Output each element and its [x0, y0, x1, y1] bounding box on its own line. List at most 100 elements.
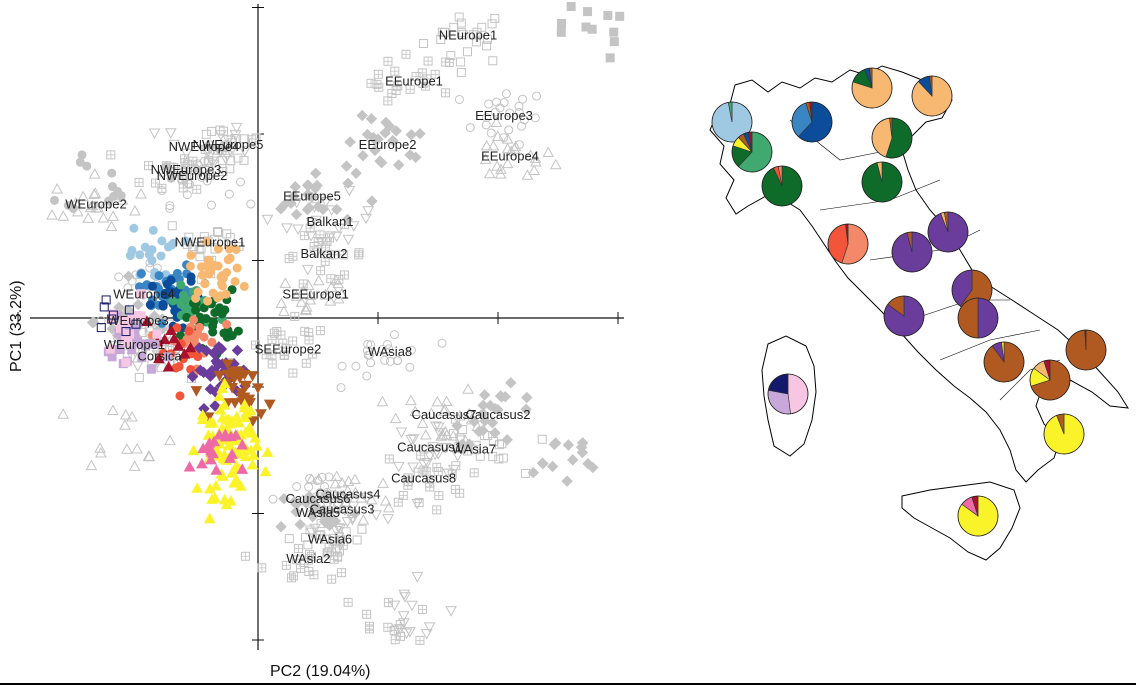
- pie-apulia: [1065, 329, 1107, 371]
- reference-point: [546, 460, 559, 473]
- reference-point: [225, 233, 235, 243]
- italian-point-mid-blue: [154, 271, 164, 281]
- italian-point-purple: [186, 370, 199, 383]
- reference-point: [349, 473, 361, 484]
- reference-point: [183, 179, 193, 189]
- reference-point: [497, 439, 507, 449]
- italian-point-orange-tan: [230, 276, 240, 286]
- reference-point: [487, 19, 497, 29]
- reference-point: [557, 18, 567, 28]
- reference-point: [346, 513, 359, 524]
- pie-outline: [957, 495, 999, 537]
- pie-outline: [1065, 329, 1107, 371]
- italian-point-yellow: [210, 479, 222, 491]
- reference-point: [390, 125, 402, 137]
- italian-point-pink: [236, 438, 249, 450]
- reference-point: [477, 22, 487, 32]
- reference-point: [275, 520, 287, 533]
- reference-point: [446, 51, 456, 61]
- reference-point: [239, 155, 249, 165]
- reference-point: [294, 518, 306, 531]
- reference-point: [308, 202, 321, 213]
- italian-point-crimson: [168, 332, 180, 344]
- reference-point: [164, 128, 177, 139]
- reference-point: [395, 427, 408, 439]
- reference-point: [514, 107, 524, 117]
- reference-point: [397, 611, 410, 622]
- italian-point-brown: [243, 394, 256, 406]
- reference-point: [582, 458, 594, 470]
- italian-point-dark-blue: [147, 281, 157, 291]
- reference-point: [132, 298, 144, 311]
- italian-point-yellow: [206, 493, 218, 504]
- italian-point-light-blue: [135, 250, 145, 260]
- pie-outline: [711, 101, 753, 143]
- italian-point-orange-tan: [239, 281, 249, 291]
- reference-label: EEurope5: [283, 189, 341, 204]
- reference-point: [290, 506, 302, 518]
- reference-point: [330, 526, 343, 537]
- italian-point-pink: [208, 435, 220, 447]
- reference-point: [532, 91, 542, 101]
- reference-point: [194, 161, 204, 171]
- reference-point: [189, 242, 199, 252]
- reference-point: [537, 434, 547, 444]
- italian-point-light-blue: [129, 223, 139, 233]
- italian-point-crimson: [141, 315, 153, 327]
- reference-point: [521, 391, 533, 404]
- reference-label: Caucasus7: [411, 407, 476, 422]
- italian-point-pink: [213, 428, 226, 440]
- reference-point: [518, 94, 528, 104]
- reference-point: [490, 116, 503, 128]
- pie-calabria: [1043, 413, 1085, 455]
- reference-point: [405, 434, 418, 446]
- reference-label: Balkan2: [301, 246, 348, 261]
- italian-point-yellow: [261, 446, 274, 457]
- reference-point: [330, 536, 340, 546]
- italian-point-light-blue: [125, 251, 135, 261]
- italian-point-yellow: [196, 409, 209, 420]
- reference-point: [583, 7, 593, 17]
- reference-point: [501, 89, 511, 99]
- reference-point: [411, 572, 424, 583]
- reference-point: [230, 122, 243, 134]
- reference-point: [312, 473, 325, 484]
- reference-point: [240, 134, 250, 144]
- reference-point: [343, 494, 356, 505]
- reference-label: WEurope3: [107, 313, 168, 328]
- reference-point: [487, 140, 500, 151]
- italian-point-orange-tan: [185, 261, 195, 271]
- reference-point: [376, 395, 389, 407]
- reference-point: [454, 12, 464, 22]
- reference-point: [576, 437, 589, 449]
- pie-trentino: [851, 67, 893, 109]
- reference-point: [360, 213, 372, 225]
- italian-point-purple: [200, 344, 213, 357]
- reference-point: [332, 523, 345, 534]
- reference-point: [346, 515, 359, 526]
- reference-point: [172, 167, 182, 177]
- reference-point: [332, 501, 345, 513]
- reference-point: [440, 395, 453, 407]
- reference-point: [392, 159, 405, 171]
- italian-point-purple: [209, 400, 221, 412]
- reference-label: WAsia7: [452, 442, 496, 457]
- italian-point-orange-tan: [213, 293, 223, 303]
- reference-point: [356, 109, 368, 122]
- reference-point: [268, 494, 278, 504]
- reference-point: [549, 158, 562, 170]
- reference-point: [336, 476, 348, 488]
- y-axis-title: PC1 (33.2%): [8, 280, 25, 372]
- reference-point: [382, 339, 392, 349]
- italian-point-light-blue: [156, 251, 166, 261]
- pie-outline: [891, 231, 933, 273]
- reference-point: [143, 450, 156, 462]
- reference-label: SEEurope2: [255, 342, 322, 357]
- italian-point-lavender: [107, 352, 117, 362]
- reference-point: [285, 197, 297, 209]
- reference-point: [488, 452, 498, 462]
- pie-friuli: [911, 75, 953, 117]
- italian-point-brown: [240, 380, 253, 392]
- reference-point: [498, 453, 508, 463]
- bottom-rule: [0, 683, 1136, 685]
